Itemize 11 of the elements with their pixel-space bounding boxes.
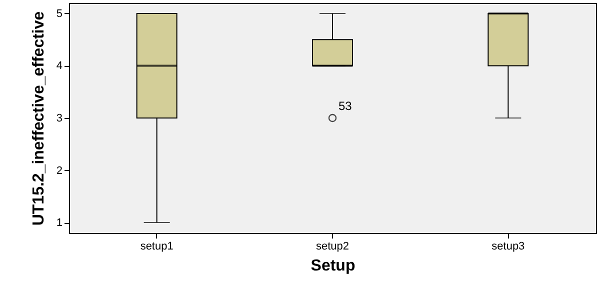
y-tick-label: 1 [56,217,62,230]
x-tick-label: setup1 [140,240,174,252]
annotation: 53 [338,99,352,113]
x-tick-label: setup2 [316,240,350,252]
x-axis-title: Setup [310,258,356,274]
y-tick-label: 4 [56,60,62,72]
y-tick-label: 5 [56,8,62,20]
y-axis-title: UT15.2_ineffective_effective [30,11,48,226]
y-tick-label: 2 [56,164,62,177]
x-tick-label: setup3 [492,240,525,252]
y-tick-label: 3 [56,112,62,124]
